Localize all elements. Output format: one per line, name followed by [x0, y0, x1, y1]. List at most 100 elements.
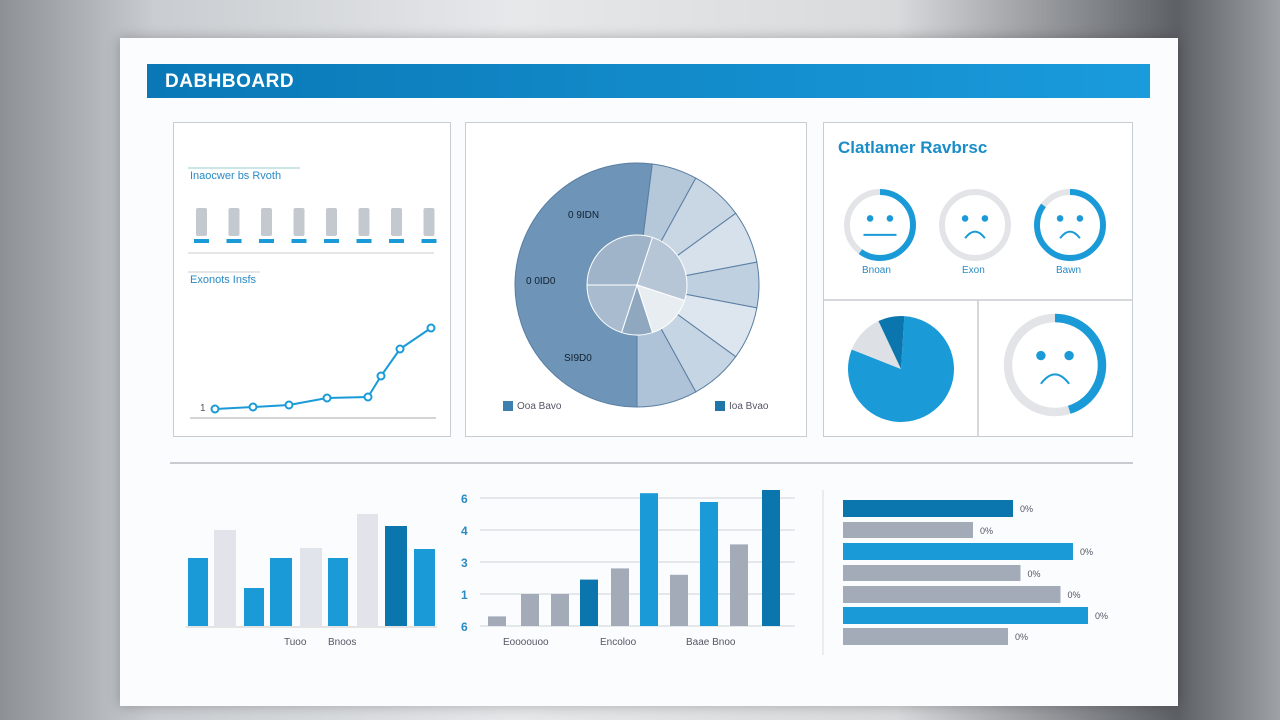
mini-bar	[196, 208, 207, 236]
bar	[730, 544, 748, 626]
bar	[414, 549, 435, 626]
review-pie-slice	[848, 316, 955, 423]
pie-label-1: 0 9IDN	[568, 210, 600, 221]
dashboard-title: DABHBOARD	[165, 71, 295, 92]
inner-pie-slice	[586, 284, 638, 334]
review-pie-slice	[851, 321, 901, 369]
neutral-face-icon-progress	[844, 189, 916, 261]
bar-value-label: 0%	[1080, 547, 1093, 557]
bar-category-label: Encoloo	[600, 637, 637, 648]
pie-legend-2: Ioa Bvao	[729, 401, 769, 412]
bar	[580, 579, 598, 626]
reviews-title: Clatlamer Ravbrsc	[838, 138, 988, 157]
neutral-face-icon-eye	[886, 215, 894, 222]
bar	[385, 526, 407, 626]
pie-label-2: 0 0ID0	[526, 276, 556, 287]
mini-bar	[391, 208, 402, 236]
mini-bar-marker	[324, 239, 339, 243]
bar	[270, 558, 292, 626]
line-point	[210, 404, 220, 414]
mini-bar	[293, 208, 305, 236]
pie-label-3: SI9D0	[564, 353, 592, 364]
bar-value-label: 0%	[1015, 632, 1028, 642]
line-point	[376, 371, 386, 381]
sad-face-icon-progress	[1003, 313, 1107, 417]
bar	[521, 594, 539, 626]
legend-swatch	[503, 401, 513, 411]
sad-face-icon-eye	[1036, 350, 1046, 361]
insights-label: Exonots Insfs	[190, 274, 257, 286]
line-series	[214, 327, 432, 410]
bar-value-label: 0%	[980, 526, 993, 536]
bar-value-label: 0%	[1095, 611, 1108, 621]
sad-face-icon-eye	[1076, 215, 1084, 222]
bar	[244, 588, 264, 626]
mini-bar-marker	[356, 239, 372, 243]
mini-bar	[358, 208, 370, 236]
y-tick-label: 4	[461, 524, 468, 538]
pie-legend-1: Ooa Bavo	[517, 401, 562, 412]
face-label-2: Exon	[962, 265, 985, 276]
mini-bar-marker	[259, 239, 274, 243]
neutral-face-icon-eye	[866, 215, 874, 222]
bar	[640, 493, 658, 626]
bar	[328, 558, 348, 626]
mini-bar-marker	[291, 239, 307, 243]
bar	[300, 548, 322, 626]
bar-category-label: Bnoos	[328, 637, 356, 648]
inner-pie-slice	[586, 234, 654, 286]
sad-face-icon-mouth	[1040, 373, 1070, 385]
growth-panel	[173, 122, 451, 437]
sad-face-icon-eye	[981, 215, 989, 222]
line-point	[284, 400, 294, 410]
sad-face-icon-ring	[939, 189, 1011, 261]
mini-bar	[228, 208, 240, 236]
line-point	[248, 402, 258, 412]
bar	[551, 594, 569, 626]
horizontal-bar	[843, 500, 1013, 517]
y-tick-label: 6	[461, 620, 468, 634]
y-tick-label: 1	[461, 588, 468, 602]
bar	[357, 514, 378, 626]
horizontal-bar	[843, 607, 1088, 624]
line-start-label: 1	[200, 403, 206, 414]
mini-bar	[326, 208, 337, 236]
sad-face-icon-mouth	[964, 230, 986, 239]
bar	[214, 530, 236, 626]
mini-bar-marker	[226, 239, 242, 243]
bar	[670, 574, 688, 626]
mini-bar	[261, 208, 272, 236]
line-point	[395, 344, 405, 354]
horizontal-bar	[843, 522, 973, 538]
sad-face-icon-progress	[1034, 189, 1106, 261]
review-pie-slice	[878, 316, 905, 369]
inner-pie-slice	[636, 236, 688, 302]
legend-swatch	[715, 401, 725, 411]
bar-category-label: Baae Bnoo	[686, 637, 736, 648]
mini-bar	[423, 208, 435, 236]
face-label-1: Bnoan	[862, 265, 891, 276]
mini-bar-marker	[194, 239, 209, 243]
sad-face-icon-eye	[961, 215, 969, 222]
sad-face-icon-mouth	[1059, 230, 1081, 239]
bar-category-label: Tuoo	[284, 637, 307, 648]
bar-value-label: 0%	[1020, 504, 1033, 514]
bar-category-label: Eoooouoo	[503, 637, 549, 648]
line-point	[426, 323, 436, 333]
horizontal-bar	[843, 543, 1073, 560]
mini-bar-marker	[389, 239, 404, 243]
bar-value-label: 0%	[1028, 569, 1041, 579]
sad-face-icon-eye	[1056, 215, 1064, 222]
y-tick-label: 3	[461, 556, 468, 570]
face-label-3: Bawn	[1056, 265, 1082, 276]
y-tick-label: 6	[461, 492, 468, 506]
bar	[700, 502, 718, 626]
horizontal-bar	[843, 628, 1008, 645]
horizontal-bar	[843, 565, 1021, 581]
horizontal-bar	[843, 586, 1061, 603]
line-point	[322, 393, 332, 403]
mini-bar-marker	[421, 239, 437, 243]
bar	[488, 616, 506, 626]
dashboard-header: DABHBOARD	[147, 64, 1150, 98]
